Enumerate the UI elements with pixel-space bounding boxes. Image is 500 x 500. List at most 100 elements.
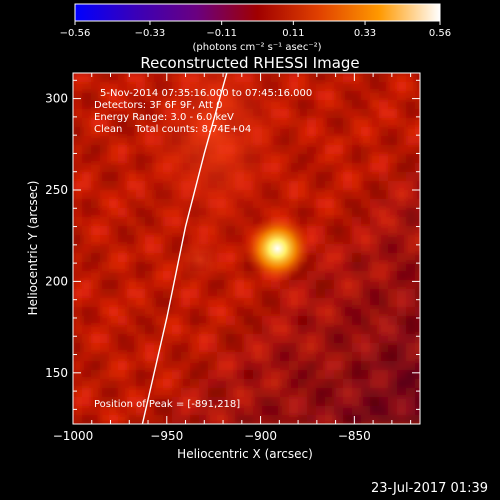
heatmap-cell [235,271,244,280]
heatmap-cell [298,280,307,289]
heatmap-cell [262,370,271,379]
heatmap-cell [352,415,361,424]
heatmap-cell [361,271,370,280]
heatmap-cell [100,145,109,154]
heatmap-cell [334,253,343,262]
heatmap-cell [289,415,298,424]
heatmap-cell [73,199,82,208]
heatmap-cell [352,334,361,343]
colorbar-units: (photons cm⁻² s⁻¹ asec⁻²) [192,42,321,53]
heatmap-cell [91,154,100,163]
heatmap-cell [262,415,271,424]
heatmap-cell [271,352,280,361]
heatmap-cell [109,217,118,226]
heatmap-cell [352,73,361,82]
heatmap-cell [145,289,154,298]
heatmap-cell [379,307,388,316]
heatmap-cell [370,82,379,91]
heatmap-cell [415,82,420,91]
heatmap-cell [172,343,181,352]
heatmap-cell [208,289,217,298]
heatmap-cell [406,109,415,118]
heatmap-cell [100,415,109,424]
heatmap-cell [361,190,370,199]
heatmap-cell [343,91,352,100]
heatmap-cell [127,379,136,388]
heatmap-cell [73,73,82,82]
heatmap-cell [316,91,325,100]
heatmap-cell [73,370,82,379]
heatmap-cell [370,361,379,370]
heatmap-cell [208,307,217,316]
heatmap-cell [370,307,379,316]
heatmap-cell [406,163,415,172]
heatmap-cell [334,118,343,127]
heatmap-cell [91,145,100,154]
heatmap-cell [199,406,208,415]
heatmap-cell [217,406,226,415]
heatmap-cell [397,82,406,91]
heatmap-cell [82,127,91,136]
heatmap-cell [109,280,118,289]
heatmap-cell [109,415,118,424]
heatmap-cell [343,271,352,280]
heatmap-cell [145,316,154,325]
heatmap-cell [163,343,172,352]
heatmap-cell [244,325,253,334]
heatmap-cell [388,406,397,415]
heatmap-plot [73,73,420,424]
heatmap-cell [73,280,82,289]
heatmap-cell [370,406,379,415]
heatmap-cell [82,262,91,271]
heatmap-cell [361,289,370,298]
heatmap-cell [91,199,100,208]
heatmap-cell [397,100,406,109]
heatmap-cell [244,388,253,397]
heatmap-cell [181,415,190,424]
heatmap-cell [406,298,415,307]
heatmap-cell [352,370,361,379]
heatmap-cell [172,325,181,334]
heatmap-cell [145,298,154,307]
heatmap-cell [127,325,136,334]
heatmap-cell [343,208,352,217]
heatmap-cell [136,316,145,325]
heatmap-cell [91,163,100,172]
heatmap-cell [361,235,370,244]
heatmap-cell [262,397,271,406]
heatmap-cell [109,154,118,163]
heatmap-cell [91,370,100,379]
heatmap-cell [217,343,226,352]
heatmap-cell [253,352,262,361]
heatmap-cell [100,316,109,325]
heatmap-cell [343,298,352,307]
heatmap-cell [343,82,352,91]
heatmap-cell [325,253,334,262]
heatmap-cell [244,289,253,298]
heatmap-cell [235,334,244,343]
heatmap-cell [163,325,172,334]
heatmap-cell [226,397,235,406]
heatmap-cell [91,118,100,127]
heatmap-cell [100,91,109,100]
heatmap-cell [199,316,208,325]
heatmap-cell [334,100,343,109]
heatmap-cell [415,73,420,82]
heatmap-cell [235,388,244,397]
heatmap-cell [298,289,307,298]
heatmap-cell [280,370,289,379]
heatmap-cell [397,379,406,388]
heatmap-cell [388,244,397,253]
heatmap-cell [118,280,127,289]
heatmap-cell [163,370,172,379]
heatmap-cell [406,397,415,406]
heatmap-cell [127,298,136,307]
heatmap-cell [244,298,253,307]
heatmap-cell [334,73,343,82]
heatmap-cell [109,253,118,262]
heatmap-cell [352,172,361,181]
heatmap-cell [370,163,379,172]
heatmap-cell [163,397,172,406]
heatmap-cell [73,244,82,253]
heatmap-cell [100,307,109,316]
